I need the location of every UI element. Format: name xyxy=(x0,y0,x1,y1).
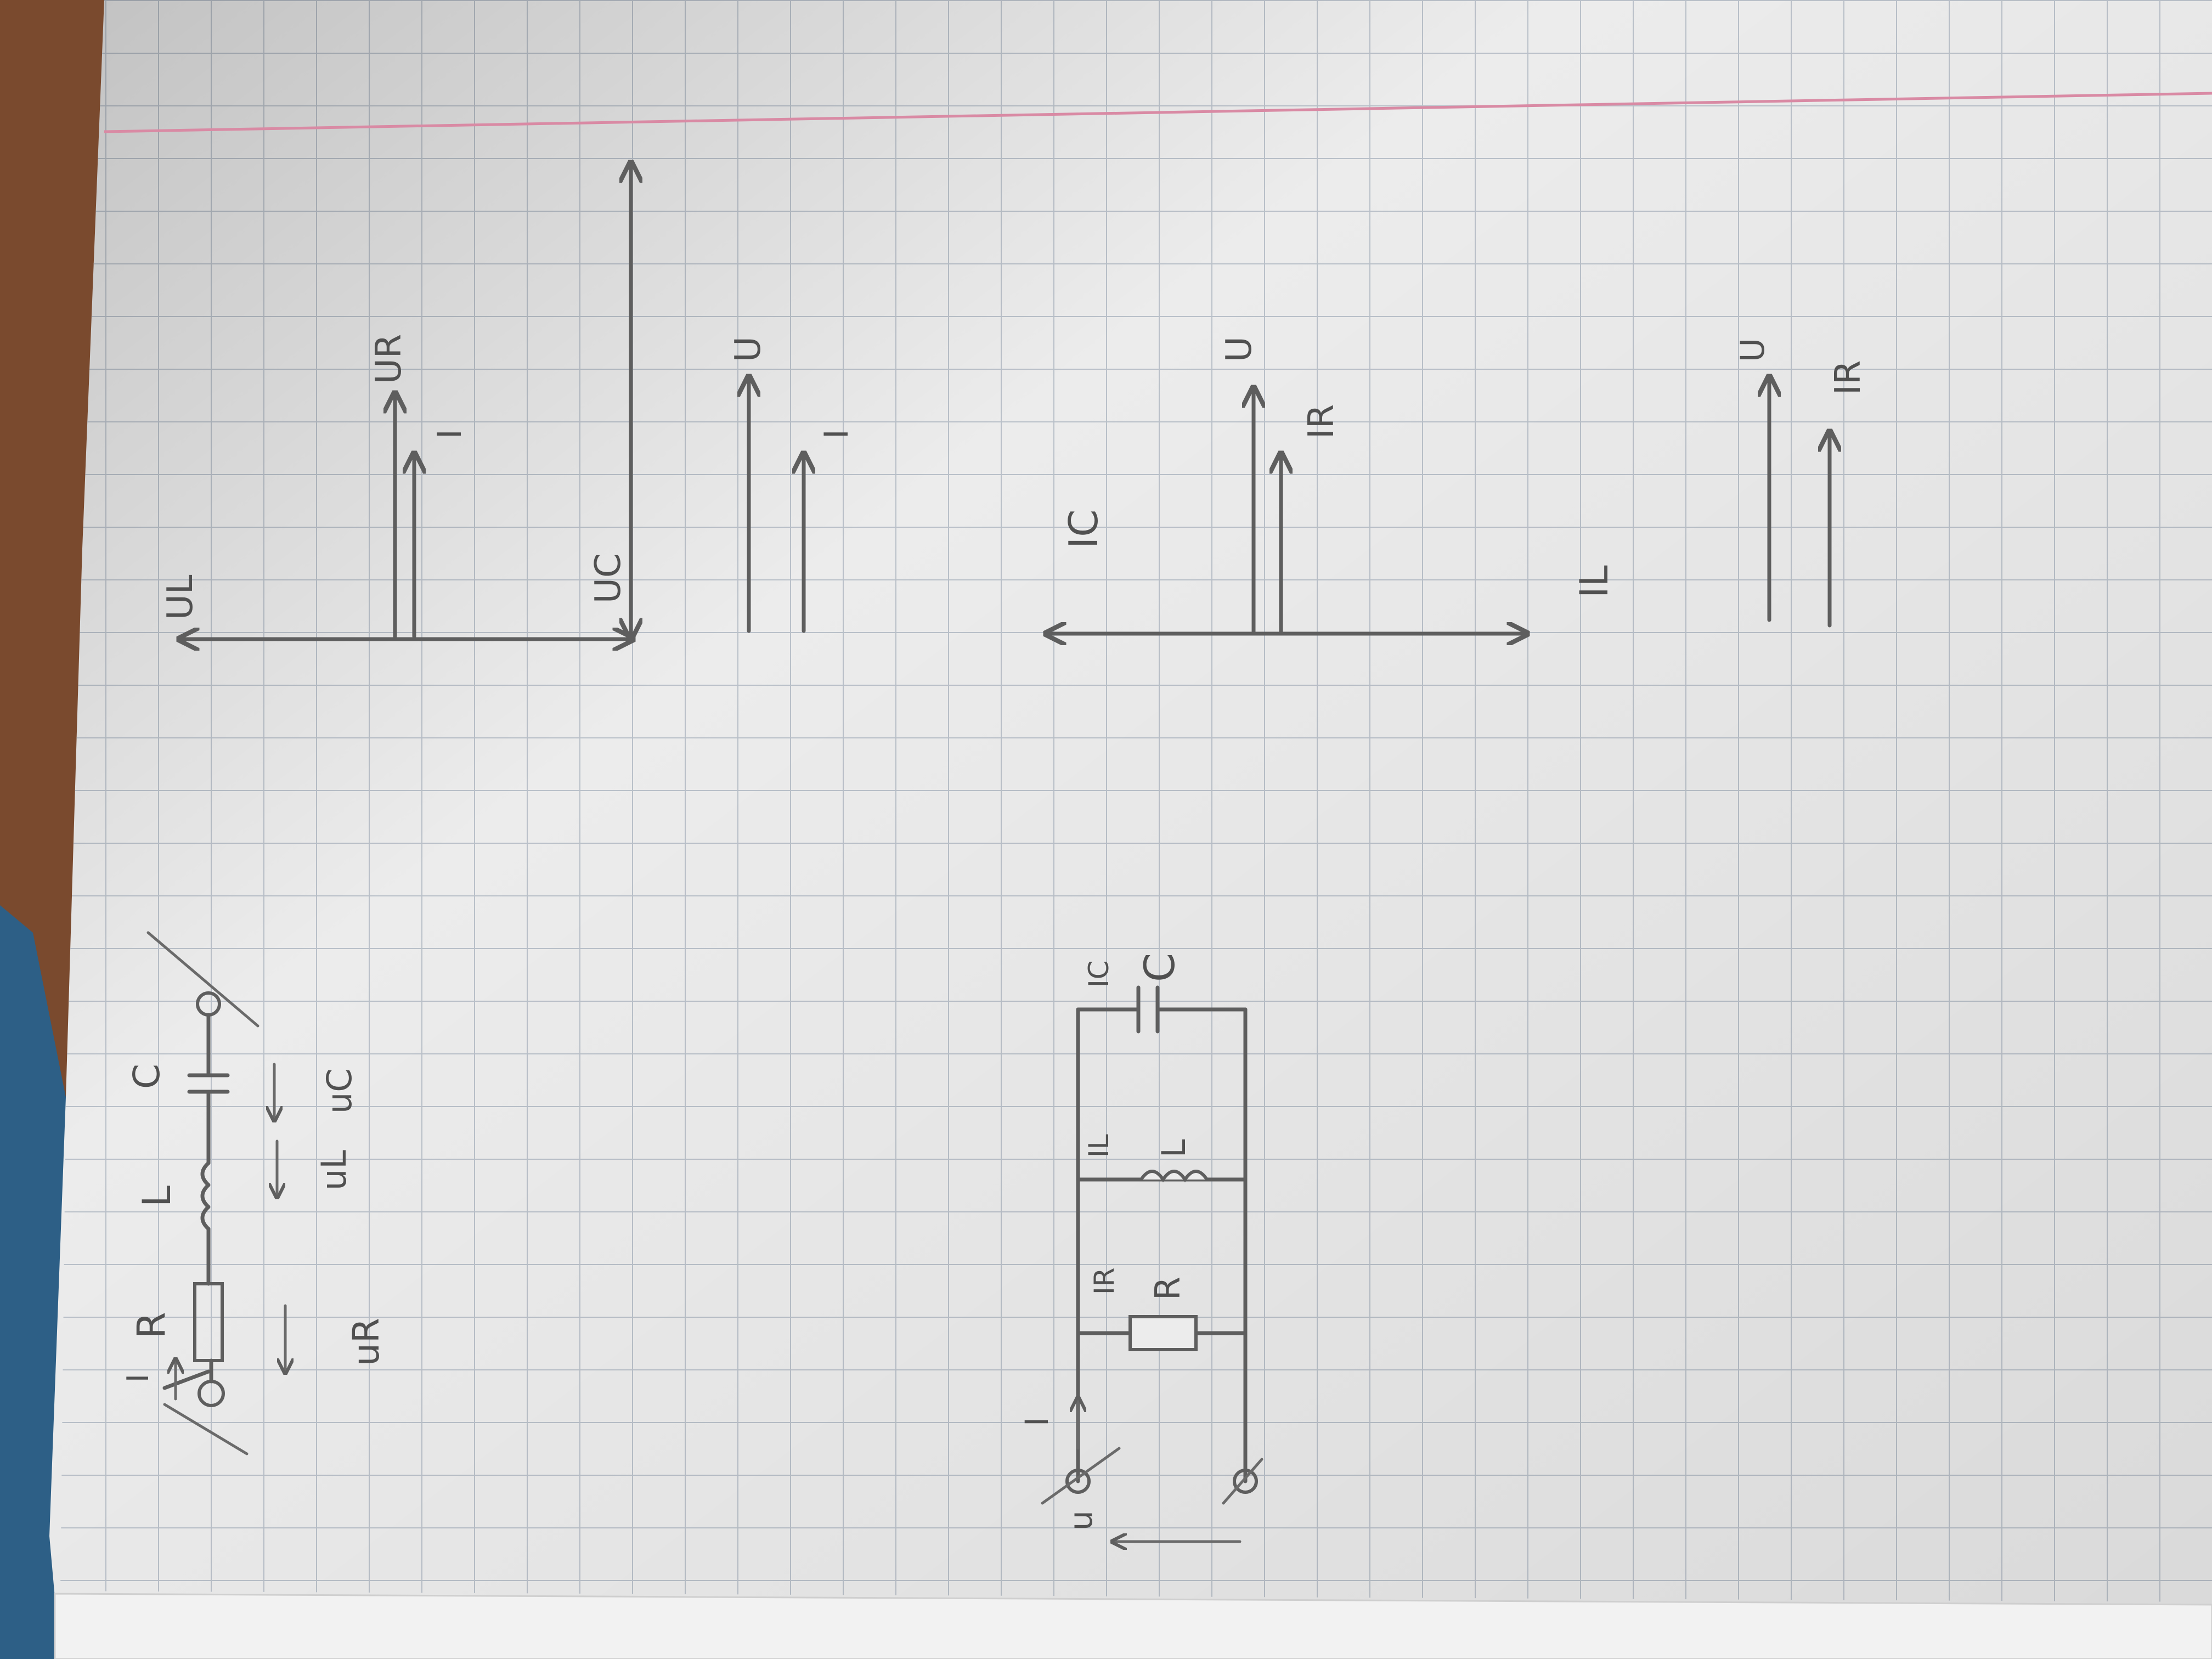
label-phasor-il: IL xyxy=(1572,565,1617,598)
label-current-series: I xyxy=(121,1374,155,1383)
label-ul: uL xyxy=(314,1150,354,1190)
label-phasor-i: I xyxy=(431,429,469,439)
label-current-ic: IC xyxy=(1083,960,1115,988)
page-shade xyxy=(49,0,2212,1659)
page-bottom-edge xyxy=(55,1594,2212,1659)
label-phasor-ic: IC xyxy=(1060,509,1107,549)
label-capacitor-series: C xyxy=(126,1064,168,1089)
label-phasor-u-parallel-2: U xyxy=(1734,338,1772,362)
label-current-i: I xyxy=(1018,1417,1056,1426)
label-phasor-ir-parallel: IR xyxy=(1301,404,1342,439)
label-parallel-l: L xyxy=(1155,1139,1193,1158)
label-resistor-series: R xyxy=(129,1312,174,1339)
label-phasor-ir-parallel-2: IR xyxy=(1828,360,1869,395)
parallel-resistor xyxy=(1130,1317,1196,1350)
label-ur: uR xyxy=(345,1318,387,1366)
label-inductor-series: L xyxy=(134,1186,179,1207)
label-phasor-u-parallel: U xyxy=(1219,336,1260,362)
label-phasor-uc: UC xyxy=(588,553,629,603)
label-parallel-c: C xyxy=(1135,953,1184,982)
label-uc: uC xyxy=(319,1068,359,1114)
label-phasor-ur: UR xyxy=(369,334,409,384)
label-phasor-u: U xyxy=(728,336,769,362)
label-current-il: IL xyxy=(1083,1134,1115,1158)
parallel-inductor xyxy=(1141,1171,1207,1180)
label-parallel-r: R xyxy=(1148,1277,1188,1300)
label-phasor-ul: UL xyxy=(160,574,201,620)
label-current-ir: IR xyxy=(1088,1268,1120,1295)
label-voltage-u: u xyxy=(1062,1510,1099,1531)
label-phasor-i-2: I xyxy=(817,429,856,439)
